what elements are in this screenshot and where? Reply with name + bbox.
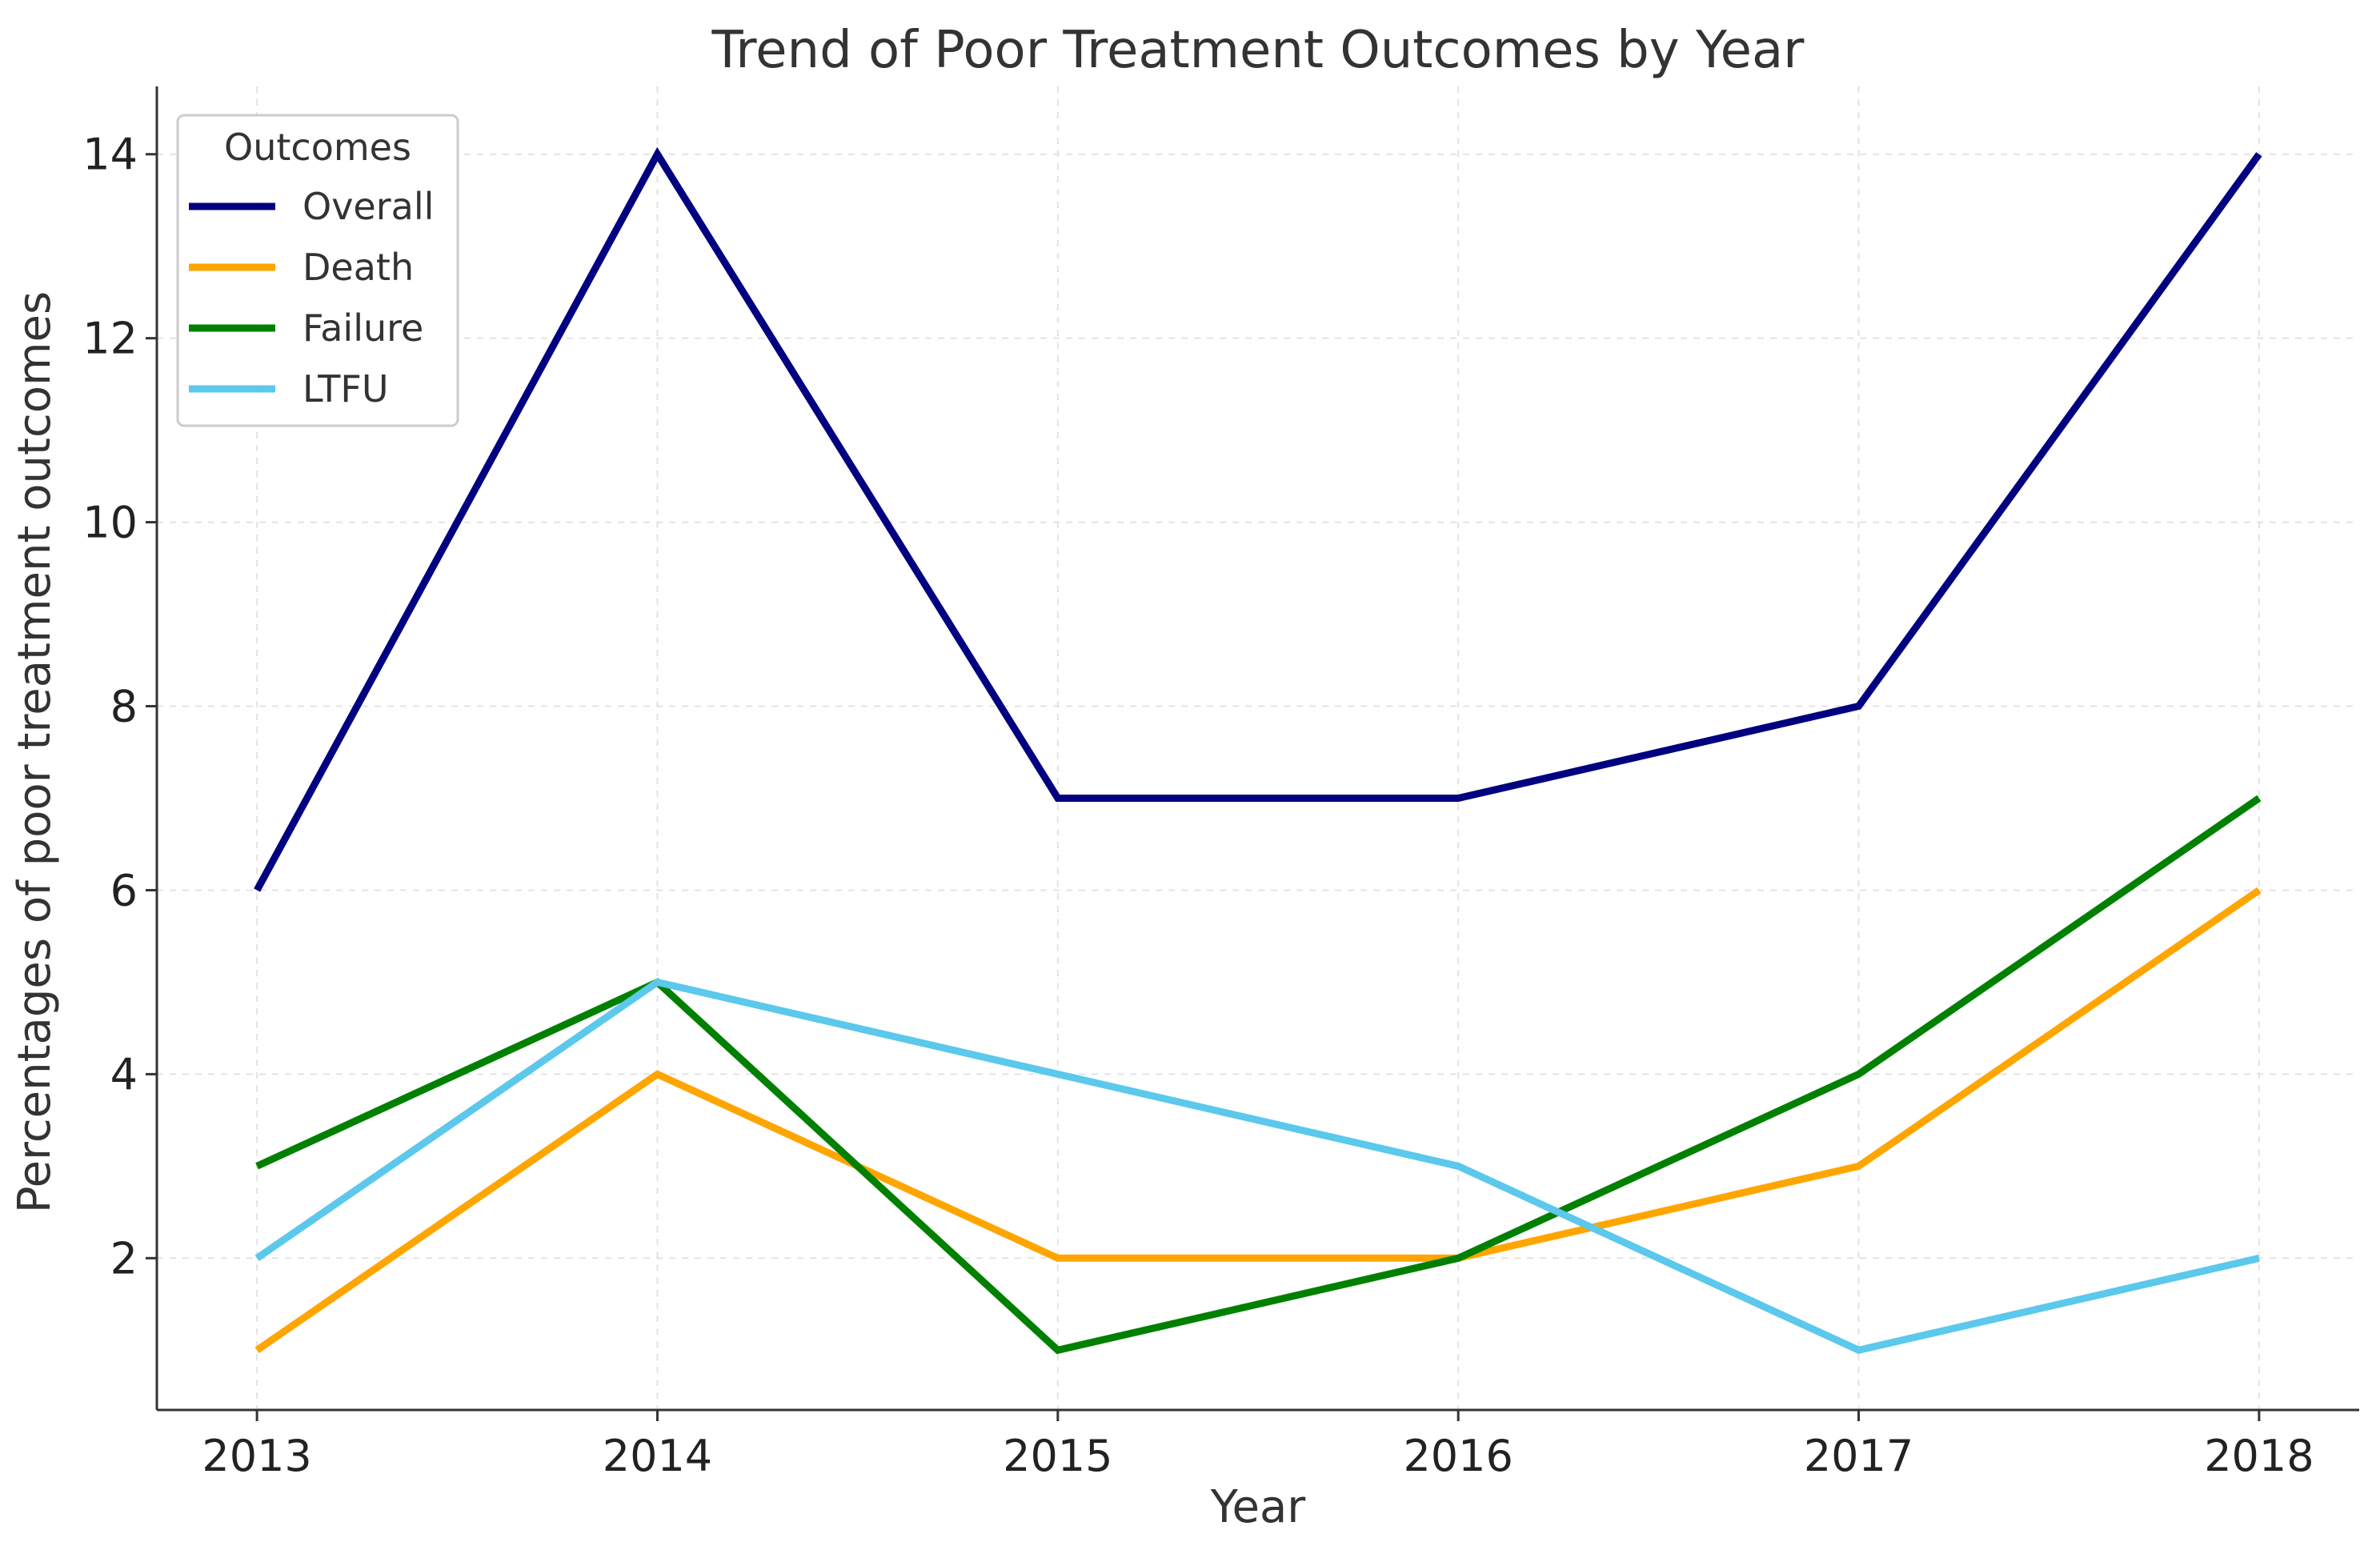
series-line-overall [254,146,2262,892]
axes-layer [155,86,2359,1412]
x-axis-title: Year [1210,1481,1307,1533]
legend-label-failure: Failure [303,306,423,350]
grid-layer [157,86,2359,1410]
x-tick-label: 2018 [2204,1431,2314,1481]
y-tick-label: 10 [82,498,138,548]
x-tick-label: 2014 [603,1431,712,1481]
ticks-layer: 2013 2014 2015 2016 2017 2018 2 4 6 8 10 12 14 [82,130,2314,1481]
y-tick-label: 14 [82,130,138,180]
series-line-death [254,887,2262,1353]
legend-title: Outcomes [224,126,411,169]
y-tick-label: 2 [110,1233,138,1284]
chart-title: Trend of Poor Treatment Outcomes by Year [711,21,1805,80]
series-line-ltfu [254,978,2260,1355]
x-tick-label: 2016 [1403,1431,1513,1481]
y-tick-label: 12 [82,314,138,364]
x-tick-label: 2015 [1003,1431,1112,1481]
y-tick-label: 4 [110,1049,138,1099]
legend-entries: Overall Death Failure LTFU [189,185,434,411]
legend-label-overall: Overall [303,185,434,228]
x-tick-label: 2017 [1804,1431,1913,1481]
series-line-failure [255,795,2262,1355]
y-tick-label: 8 [110,682,138,732]
legend-frame [176,114,459,427]
legend-label-death: Death [303,246,414,289]
legend: Outcomes Overall Death Failure LTFU [176,114,459,427]
y-axis-title: Percentages of poor treatment outcomes [9,291,61,1213]
x-tick-label: 2013 [202,1431,311,1481]
legend-label-ltfu: LTFU [303,367,389,411]
series-layer [254,146,2262,1355]
y-tick-label: 6 [110,865,138,915]
